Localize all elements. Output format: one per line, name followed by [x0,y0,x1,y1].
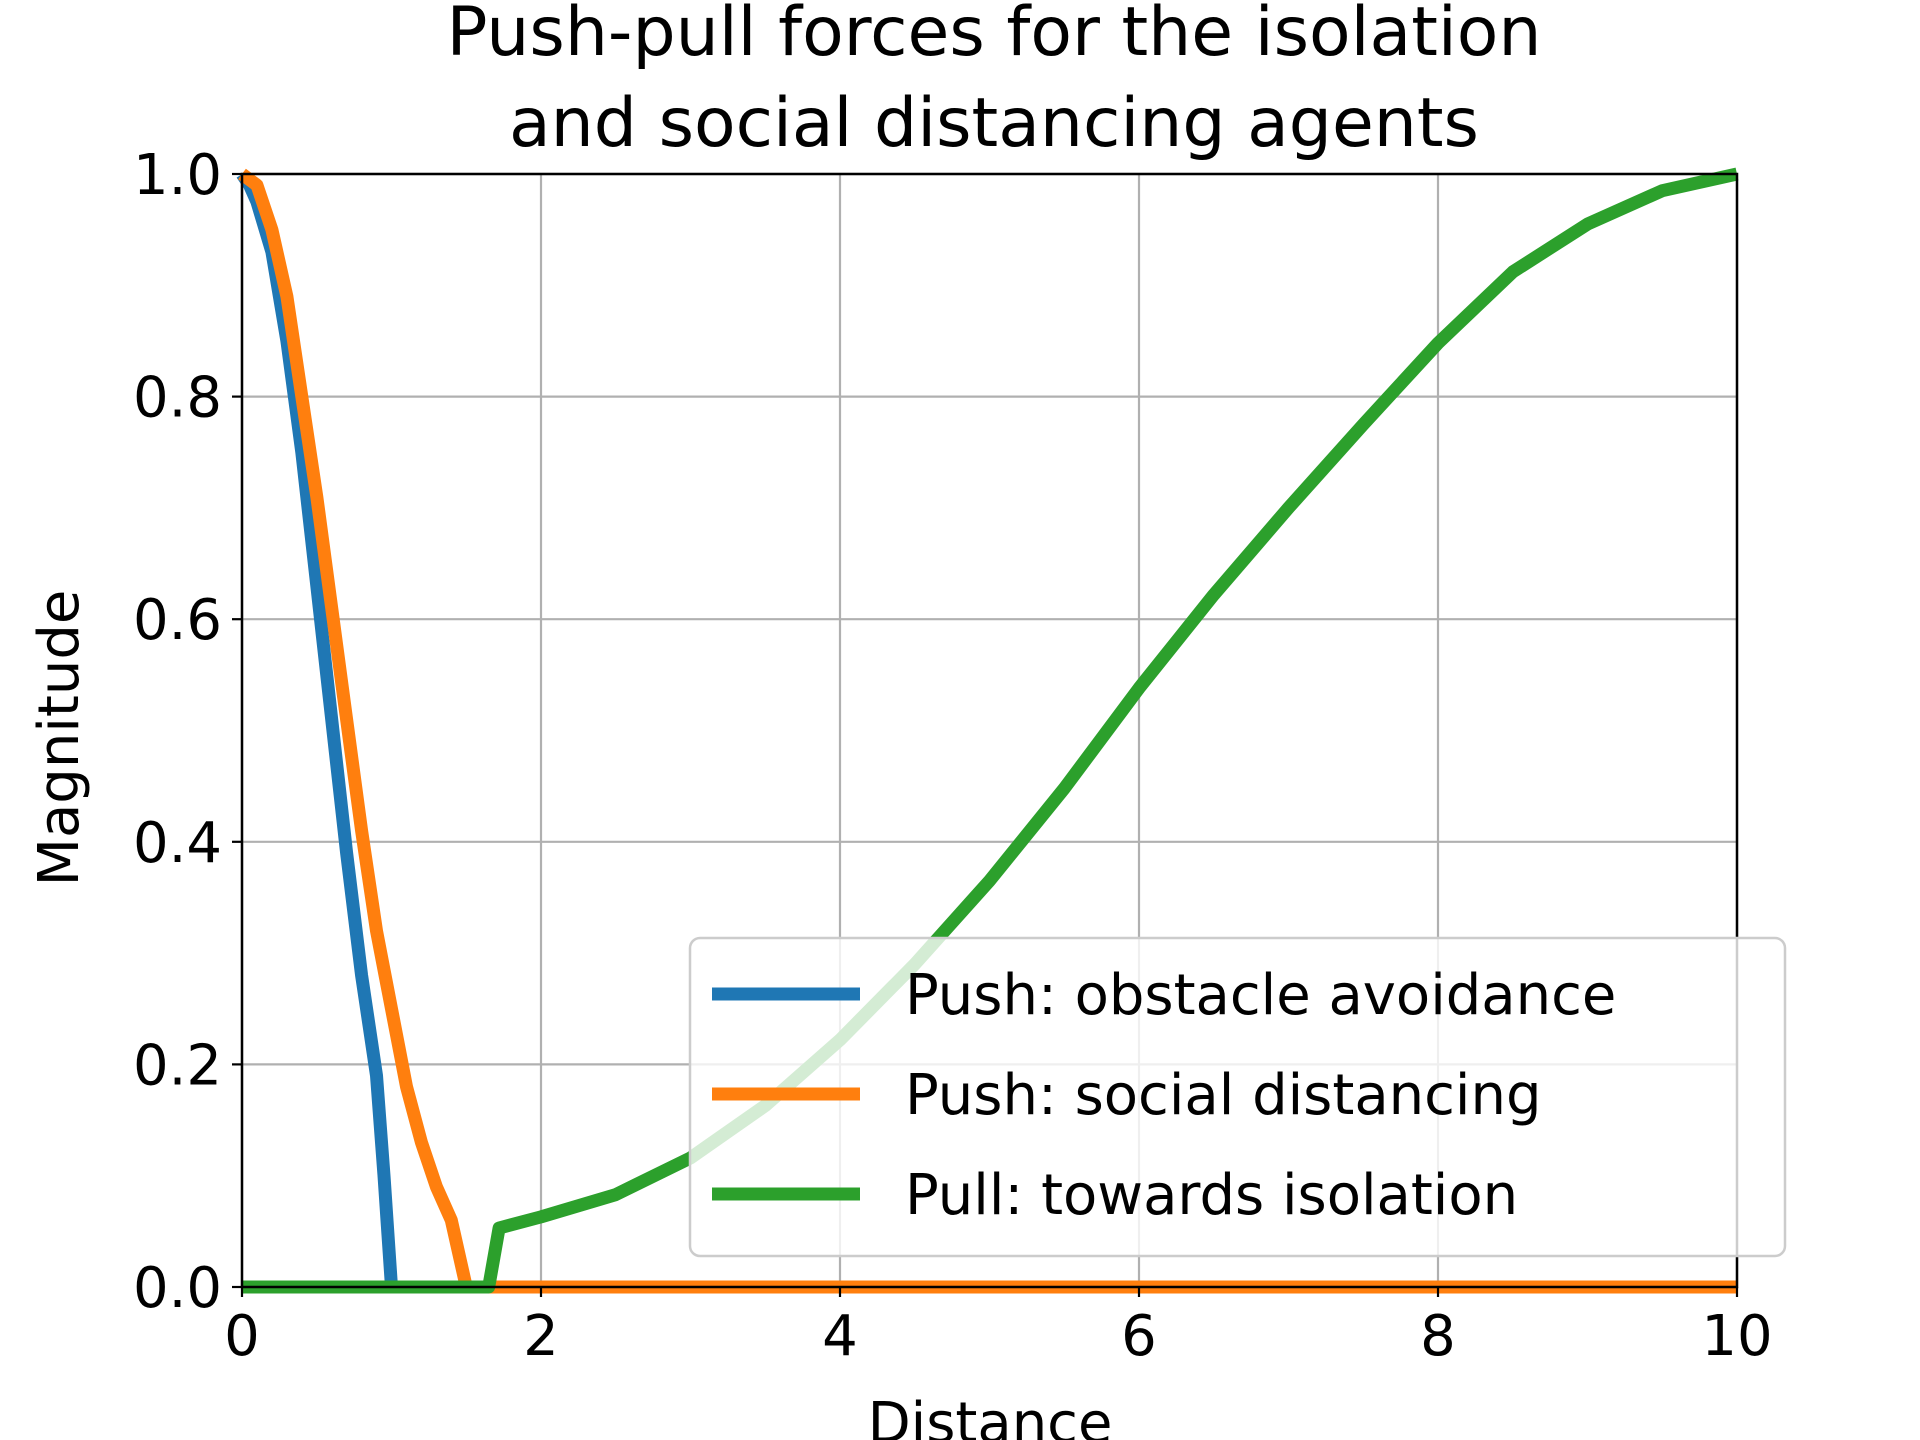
chart-title: Push-pull forces for the isolation and s… [447,0,1542,163]
series-line-2 [238,168,1737,1294]
x-tick-label: 4 [822,1304,858,1369]
y-tick-label: 1.0 [133,143,222,208]
ticks: 0 2 4 6 8 10 0.0 0.2 0.4 0.6 0.8 1.0 [133,143,1773,1369]
x-tick-label: 0 [224,1304,260,1369]
x-tick-label: 10 [1701,1304,1772,1369]
x-axis-label: Distance [868,1391,1113,1440]
y-axis-label: Magnitude [27,590,92,887]
plot-frame [240,172,1739,1289]
series-line-3 [242,167,1739,1294]
chart-title-line-1: Push-pull forces for the isolation [447,0,1542,72]
legend-label-2: Push: social distancing [905,1063,1542,1128]
x-tick-label: 8 [1420,1304,1456,1369]
y-tick-label: 0.8 [133,366,222,431]
legend-box [688,936,1787,1258]
y-tick-label: 0.4 [133,811,222,876]
legend: Push: obstacle avoidance Push: social dis… [688,936,1787,1258]
y-tick-label: 0.6 [133,588,222,653]
x-tick-label: 2 [523,1304,559,1369]
chart-title-line-2: and social distancing agents [509,84,1479,163]
legend-label-3: Pull: towards isolation [905,1163,1518,1228]
y-tick-label: 0.0 [133,1256,222,1321]
y-tick-label: 0.2 [133,1033,222,1098]
x-tick-label: 6 [1121,1304,1157,1369]
legend-label-1: Push: obstacle avoidance [905,963,1616,1028]
